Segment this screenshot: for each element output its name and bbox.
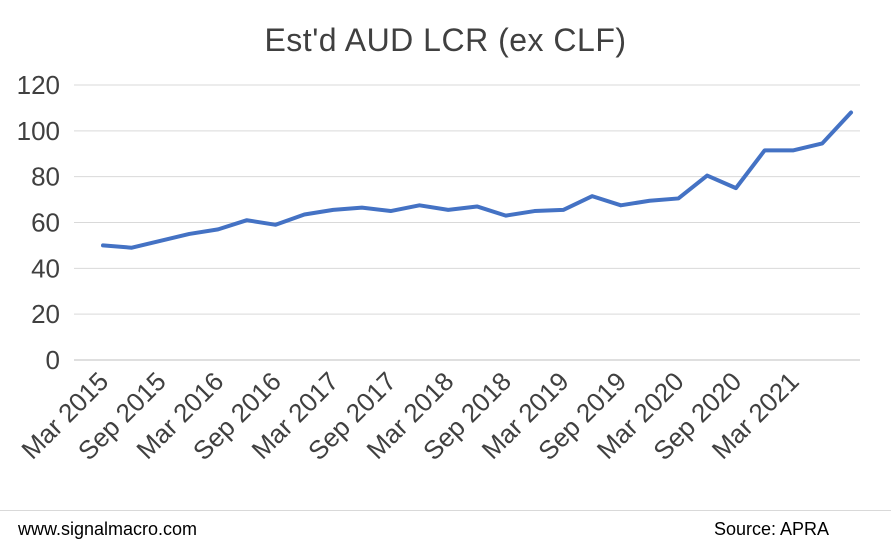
y-tick-label: 60 [31,208,60,238]
chart-title: Est'd AUD LCR (ex CLF) [264,22,627,58]
y-tick-label: 120 [17,70,60,100]
y-tick-label: 80 [31,162,60,192]
lcr-series-line [101,110,853,250]
source-label: Source: APRA [713,519,829,539]
website-text: www.signalmacro.com [18,519,198,539]
y-tick-label: 100 [17,116,60,146]
y-tick-label: 20 [31,299,60,329]
footer: www.signalmacro.com Source: APRA [0,519,891,540]
footer-divider [0,510,891,511]
y-tick-label: 40 [31,253,60,283]
y-tick-label: 0 [46,345,60,375]
